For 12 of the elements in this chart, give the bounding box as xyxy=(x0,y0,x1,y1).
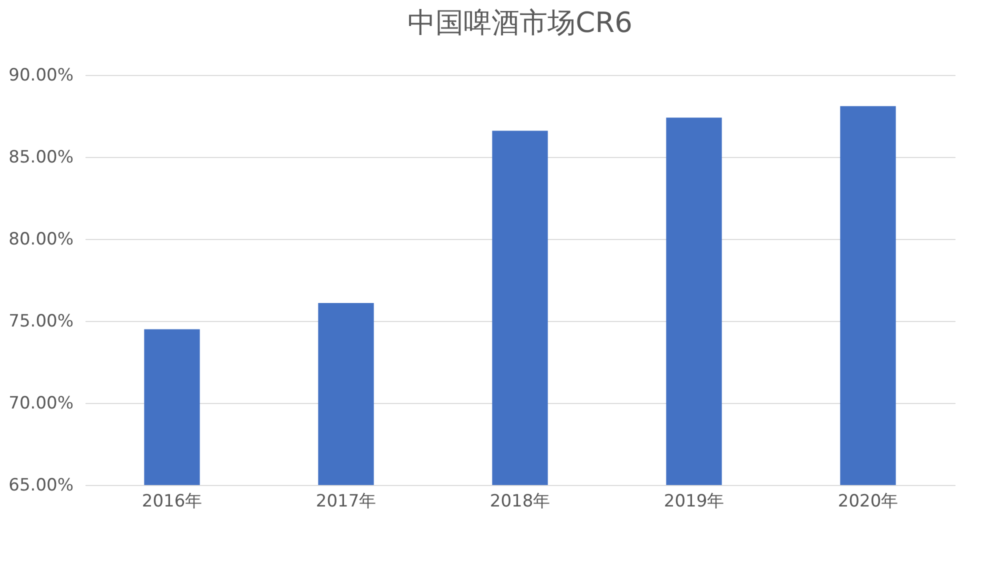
y-tick-label: 90.00% xyxy=(8,66,74,86)
x-tick-label: 2019年 xyxy=(664,492,724,512)
x-tick-label: 2016年 xyxy=(142,492,202,512)
x-tick-label: 2020年 xyxy=(838,492,898,512)
y-tick-label: 75.00% xyxy=(8,312,74,332)
y-tick-label: 85.00% xyxy=(8,148,74,168)
x-tick-label: 2017年 xyxy=(316,492,376,512)
y-tick-label: 80.00% xyxy=(8,230,74,250)
x-tick-label: 2018年 xyxy=(490,492,550,512)
y-tick-label: 65.00% xyxy=(8,476,74,496)
y-tick-label: 70.00% xyxy=(8,394,74,414)
chart-title: 中国啤酒市场CR6 xyxy=(408,6,632,39)
